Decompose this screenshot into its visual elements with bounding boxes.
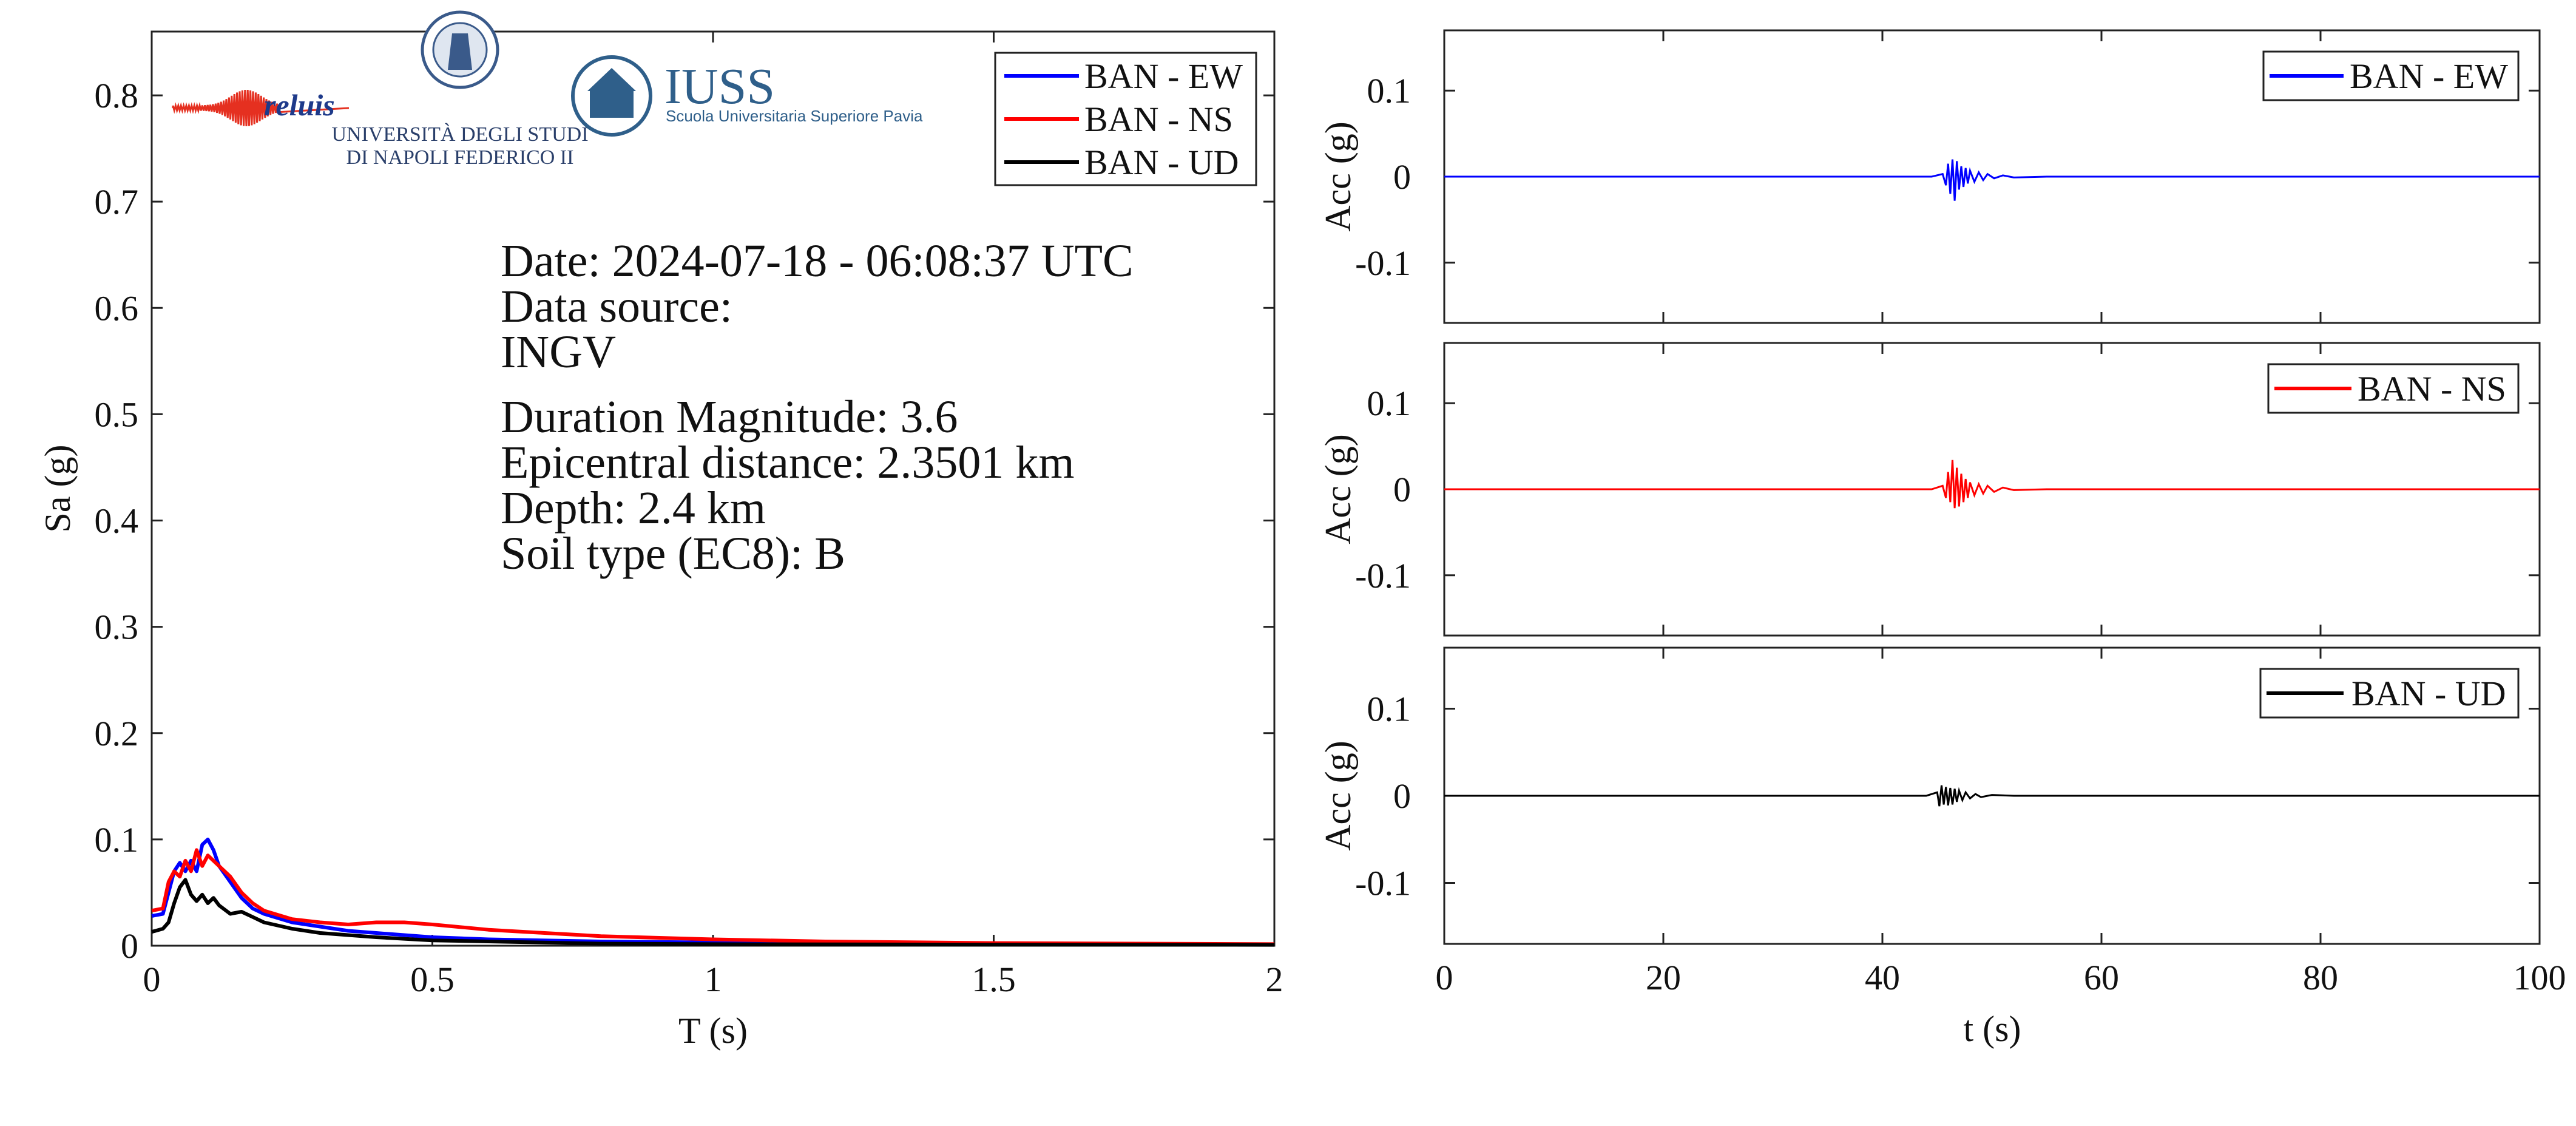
spectrum-panel: 0 0.1 0.2 0.3 0.4 0.5 0.6 0.7 0.8 0 0.5 1 1.5 2 T (s… xyxy=(38,10,1283,1051)
iuss-logo: IUSS Scuola Universitaria Superiore Pavi… xyxy=(571,55,923,137)
ew-x-ticks xyxy=(1443,30,2541,323)
unina-seal-figure xyxy=(448,33,472,70)
unina-logo: UNIVERSITÀ DEGLI STUDI DI NAPOLI FEDERIC… xyxy=(331,10,589,169)
event-depth: Depth: 2.4 km xyxy=(501,483,766,534)
ew-y-label: Acc (g) xyxy=(1318,121,1358,232)
ns-panel: -0.1 0 0.1 Acc (g) BAN - NS xyxy=(1318,342,2541,637)
reluis-logo-text: reluis xyxy=(264,88,335,122)
y-tick-label: 0.8 xyxy=(95,76,139,115)
ew-trace xyxy=(1444,159,2540,201)
ns-legend-label: BAN - NS xyxy=(2358,369,2506,409)
spectrum-x-ticks: 0 0.5 1 1.5 2 xyxy=(143,32,1283,999)
ns-y-label: Acc (g) xyxy=(1318,434,1358,544)
x-tick-label: 1.5 xyxy=(972,960,1016,999)
x-tick-label: 40 xyxy=(1865,958,1900,997)
y-tick-label: 0 xyxy=(121,926,138,966)
ud-spectrum-line xyxy=(151,878,1275,947)
ud-y-label: Acc (g) xyxy=(1318,741,1358,851)
unina-text-line1: UNIVERSITÀ DEGLI STUDI xyxy=(331,123,588,146)
reluis-logo: reluis xyxy=(172,88,350,127)
ew-legend: BAN - EW xyxy=(2262,50,2520,101)
ew-panel: -0.1 0 0.1 Acc (g) BAN - EW xyxy=(1318,29,2541,324)
x-tick-label: 0 xyxy=(143,960,161,999)
event-date: Date: 2024-07-18 - 06:08:37 UTC xyxy=(501,236,1134,287)
y-tick-label: 0.2 xyxy=(95,714,139,753)
x-tick-label: 20 xyxy=(1646,958,1681,997)
y-tick-label: 0 xyxy=(1393,470,1411,509)
x-tick-label: 0.5 xyxy=(410,960,455,999)
spectrum-series xyxy=(151,837,1275,947)
y-tick-label: 0.5 xyxy=(95,395,139,434)
reluis-waveform xyxy=(172,90,350,127)
ns-trace xyxy=(1444,460,2540,509)
y-tick-label: -0.1 xyxy=(1355,864,1411,903)
event-info: Date: 2024-07-18 - 06:08:37 UTC Data sou… xyxy=(501,236,1134,579)
x-tick-label: 80 xyxy=(2303,958,2338,997)
iuss-emblem-roof xyxy=(587,68,636,91)
y-tick-label: 0.6 xyxy=(95,288,139,328)
y-tick-label: 0.4 xyxy=(95,501,139,541)
x-tick-label: 60 xyxy=(2084,958,2119,997)
iuss-emblem-building xyxy=(590,91,634,118)
y-tick-label: 0.1 xyxy=(95,820,139,860)
x-tick-label: 100 xyxy=(2513,958,2566,997)
x-tick-label: 2 xyxy=(1266,960,1283,999)
iuss-name: IUSS xyxy=(664,58,775,115)
event-distance: Epicentral distance: 2.3501 km xyxy=(501,437,1075,488)
ud-legend: BAN - UD xyxy=(2259,668,2520,719)
ew-legend-label: BAN - EW xyxy=(2350,56,2508,96)
spectrum-y-ticks: 0 0.1 0.2 0.3 0.4 0.5 0.6 0.7 0.8 xyxy=(95,76,1274,966)
ud-x-label: t (s) xyxy=(1964,1009,2021,1049)
ns-legend: BAN - NS xyxy=(2267,363,2520,414)
y-tick-label: 0 xyxy=(1393,776,1411,816)
ew-y-ticks: -0.1 0 0.1 xyxy=(1355,71,2540,283)
legend-ew-label: BAN - EW xyxy=(1084,56,1243,96)
ud-trace xyxy=(1444,785,2540,807)
iuss-subtitle: Scuola Universitaria Superiore Pavia xyxy=(666,107,923,125)
y-tick-label: 0.7 xyxy=(95,182,139,222)
ud-y-ticks: -0.1 0 0.1 xyxy=(1355,689,2540,903)
ew-spectrum-line xyxy=(151,837,1275,947)
legend-ud-label: BAN - UD xyxy=(1084,143,1239,182)
ns-x-ticks xyxy=(1443,343,2541,636)
event-magnitude: Duration Magnitude: 3.6 xyxy=(501,392,958,443)
x-tick-label: 1 xyxy=(705,960,722,999)
y-tick-label: 0.1 xyxy=(1367,689,1411,728)
spectrum-y-label: Sa (g) xyxy=(38,445,78,533)
ns-spectrum-line xyxy=(151,848,1275,946)
ud-panel: -0.1 0 0.1 0 20 40 60 80 100 Acc (g) t (s) BAN … xyxy=(1318,646,2566,1049)
event-source: INGV xyxy=(501,327,616,378)
unina-text-line2: DI NAPOLI FEDERICO II xyxy=(347,146,574,169)
spectrum-x-label: T (s) xyxy=(678,1011,748,1051)
spectrum-legend: BAN - EW BAN - NS BAN - UD xyxy=(994,52,1257,186)
y-tick-label: -0.1 xyxy=(1355,556,1411,595)
y-tick-label: 0.3 xyxy=(95,608,139,647)
y-tick-label: -0.1 xyxy=(1355,243,1411,283)
y-tick-label: 0.1 xyxy=(1367,71,1411,110)
y-tick-label: 0 xyxy=(1393,157,1411,197)
ud-x-ticks: 0 20 40 60 80 100 xyxy=(1436,648,2566,997)
y-tick-label: 0.1 xyxy=(1367,384,1411,423)
ud-legend-label: BAN - UD xyxy=(2351,674,2506,713)
event-soil: Soil type (EC8): B xyxy=(501,528,845,579)
event-source-label: Data source: xyxy=(501,281,732,332)
legend-ns-label: BAN - NS xyxy=(1084,100,1233,139)
x-tick-label: 0 xyxy=(1436,958,1453,997)
ns-y-ticks: -0.1 0 0.1 xyxy=(1355,384,2540,595)
